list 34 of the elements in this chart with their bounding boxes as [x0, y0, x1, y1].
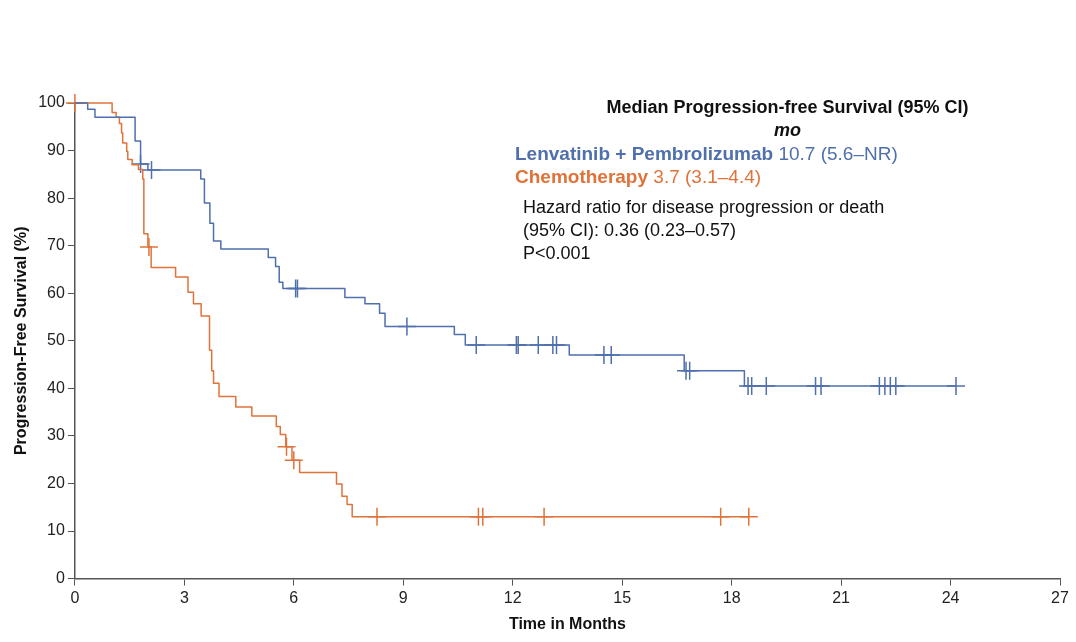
- x-tick-label: 27: [1051, 588, 1069, 606]
- y-tick-label: 40: [47, 378, 65, 396]
- text: Chemotherapy: [515, 166, 649, 187]
- x-tick-label: 24: [941, 588, 960, 606]
- text: Lenvatinib + Pembrolizumab: [515, 143, 774, 164]
- y-axis-title: Progression-Free Survival (%): [12, 226, 30, 456]
- y-tick-label: 0: [55, 569, 65, 587]
- legend-title: Median Progression-free Survival (95% CI): [605, 96, 970, 119]
- y-tick-label: 90: [47, 140, 65, 158]
- x-tick-label: 15: [613, 588, 632, 606]
- x-tick-label: 18: [722, 588, 741, 606]
- y-tick-label: 10: [47, 521, 65, 539]
- x-tick-label: 21: [832, 588, 851, 606]
- y-tick-label: 70: [47, 236, 65, 254]
- annotation: 10.7 (5.6–NR): [777, 143, 898, 164]
- x-tick-label: 0: [70, 588, 80, 606]
- y-tick-label: 60: [47, 283, 65, 301]
- annotation: P<0.001: [522, 242, 592, 265]
- y-tick-label: 50: [47, 331, 65, 349]
- y-tick-label: 20: [47, 473, 65, 491]
- point: [284, 450, 304, 470]
- text: mo: [773, 119, 802, 142]
- x-tick-label: 9: [398, 588, 408, 606]
- annotation: 3.7 (3.1–4.4): [652, 166, 762, 187]
- y-tick-label: 80: [47, 188, 65, 206]
- x-tick-label: 3: [179, 588, 189, 606]
- y-tick-label: 30: [47, 426, 65, 444]
- x-tick-label: 12: [503, 588, 522, 606]
- annotation: (95% CI): 0.36 (0.23–0.57): [522, 219, 738, 242]
- annotation: Hazard ratio for disease progression or death: [522, 196, 886, 219]
- x-tick-label: 6: [289, 588, 299, 606]
- x-axis-title: Time in Months: [508, 614, 627, 632]
- y-tick-label: 100: [38, 93, 65, 111]
- point: [139, 237, 159, 257]
